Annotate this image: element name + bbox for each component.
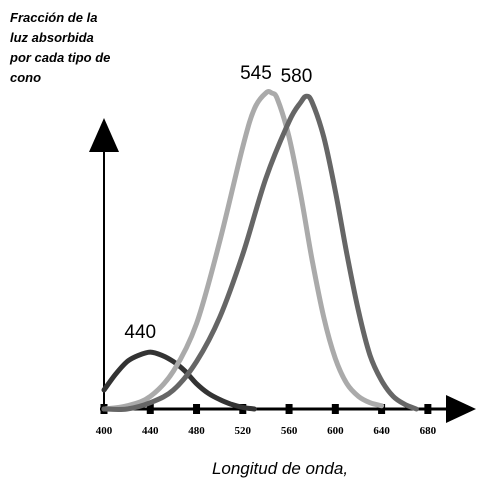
series-layer: 440 545 580 xyxy=(104,63,416,409)
x-axis-arrow xyxy=(446,395,476,423)
y-axis-label-line-3: por cada tipo de xyxy=(9,50,110,65)
y-axis-arrow xyxy=(89,118,119,152)
y-axis-label: Fracción de la luz absorbida por cada ti… xyxy=(9,10,110,85)
x-tick-label: 480 xyxy=(188,425,205,437)
x-tick-mark xyxy=(286,404,293,414)
x-tick-label: 680 xyxy=(420,425,437,437)
x-tick-mark xyxy=(424,404,431,414)
series-line-580 xyxy=(104,96,416,409)
y-axis-label-line-2: luz absorbida xyxy=(10,30,94,45)
x-tick-label: 600 xyxy=(327,425,344,437)
x-tick-mark xyxy=(332,404,339,414)
peak-label-440: 440 xyxy=(124,322,156,343)
y-axis-label-line-1: Fracción de la xyxy=(10,10,97,25)
x-tick-label: 400 xyxy=(96,425,113,437)
peak-label-545: 545 xyxy=(240,63,272,84)
x-tick-label: 520 xyxy=(235,425,252,437)
peak-label-580: 580 xyxy=(281,66,313,87)
y-axis-label-line-4: cono xyxy=(10,70,41,85)
axes xyxy=(89,118,476,423)
x-tick-label: 640 xyxy=(373,425,390,437)
x-tick-label: 560 xyxy=(281,425,298,437)
x-tick-label: 440 xyxy=(142,425,159,437)
x-tick-mark xyxy=(193,404,200,414)
x-axis-label: Longitud de onda, xyxy=(212,459,348,478)
